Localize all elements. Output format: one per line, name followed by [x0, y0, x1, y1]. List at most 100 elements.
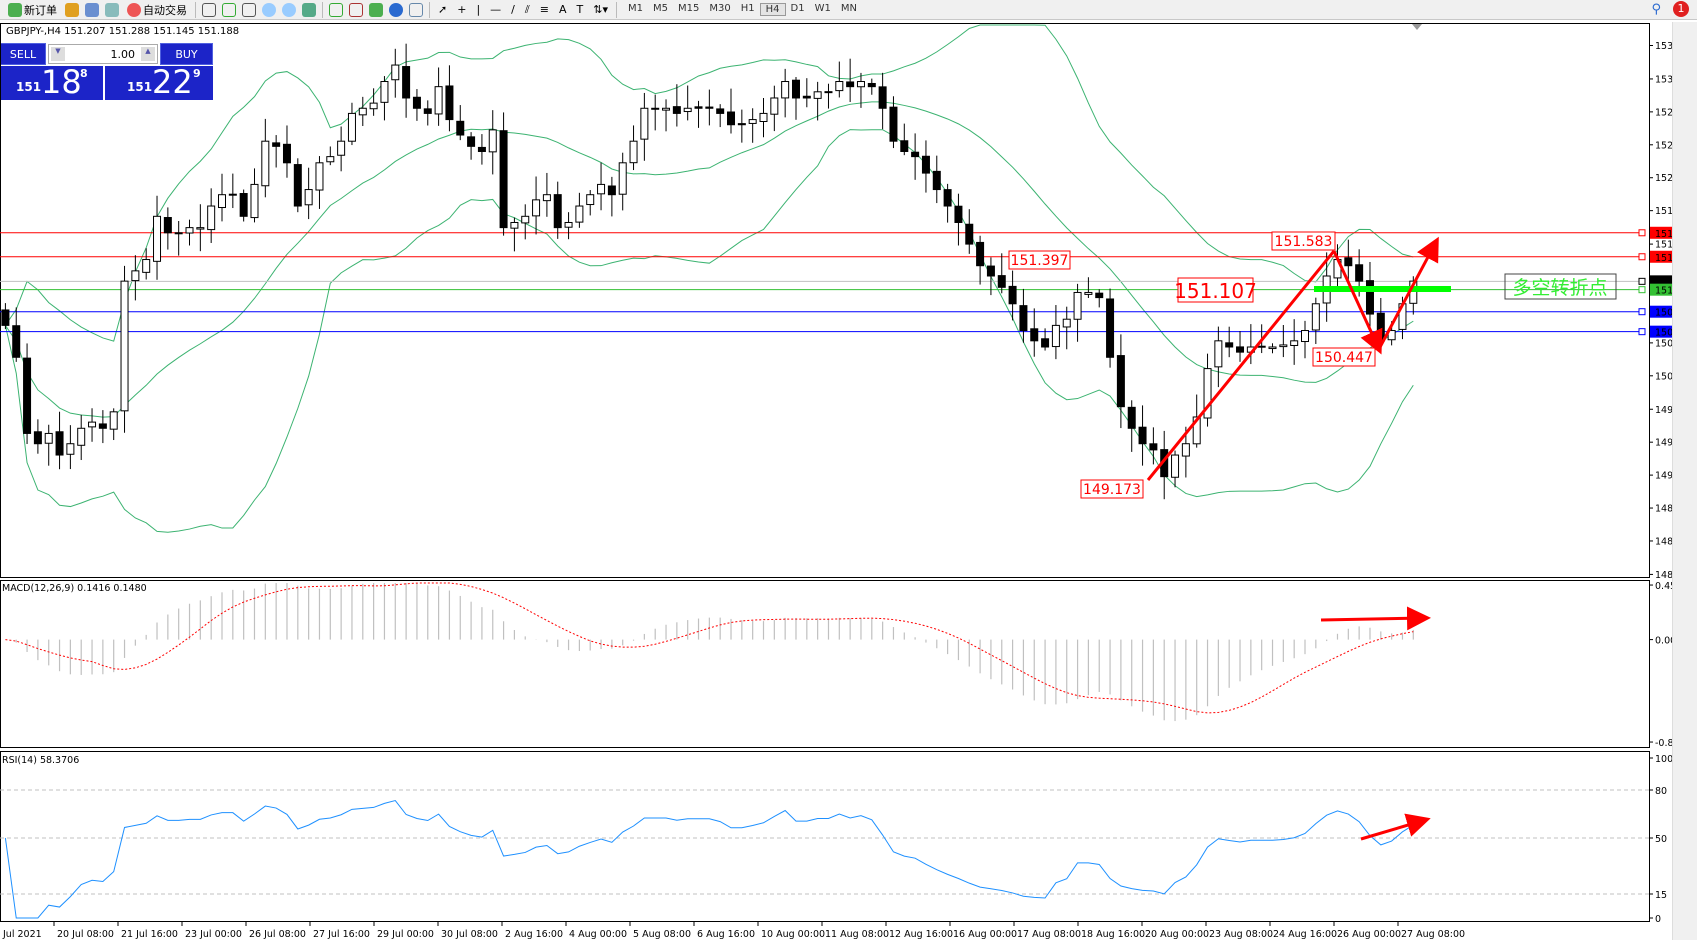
arrows-icon[interactable]: ⇅▾ — [593, 3, 609, 16]
chart-shift-icon[interactable] — [349, 2, 363, 17]
candle-body — [304, 189, 313, 206]
crosshair-icon[interactable]: + — [457, 3, 467, 16]
candle-body — [737, 123, 746, 126]
candle — [98, 410, 107, 444]
candle — [662, 99, 671, 132]
candle — [1279, 324, 1288, 358]
candlestick-icon[interactable] — [222, 2, 236, 17]
line-handle[interactable] — [1638, 308, 1646, 316]
line-handle[interactable] — [1638, 229, 1646, 237]
buy-button[interactable]: BUY — [160, 43, 213, 65]
search-icon[interactable]: ⚲ — [1651, 1, 1661, 17]
timeframe-w1[interactable]: W1 — [814, 3, 831, 14]
timeframe-h1[interactable]: H1 — [740, 3, 755, 14]
trendline-icon[interactable]: / — [511, 3, 515, 16]
trend-arrow-up-2[interactable] — [1377, 236, 1439, 350]
candle — [597, 162, 606, 211]
timeframe-mn[interactable]: MN — [840, 3, 857, 14]
trend-arrow-down[interactable] — [1332, 250, 1383, 355]
horizontal-line-icon[interactable]: — — [490, 3, 502, 16]
candle — [575, 192, 584, 228]
auto-scroll-icon[interactable] — [329, 2, 343, 17]
line-chart-icon[interactable] — [242, 2, 256, 17]
sell-button[interactable]: SELL — [0, 43, 46, 65]
sell-price[interactable]: 151 18 8 — [0, 63, 103, 101]
signals-icon[interactable] — [105, 2, 119, 17]
candle-body — [261, 140, 270, 187]
candle-body — [553, 194, 562, 229]
candle-body — [66, 443, 75, 455]
price-annotation-box[interactable] — [1271, 231, 1336, 251]
line-handle[interactable] — [1638, 253, 1646, 261]
candle-body — [1051, 324, 1060, 348]
text-icon[interactable]: A — [559, 3, 567, 16]
cursor-icon[interactable]: ➚ — [438, 3, 448, 16]
rsi-axis-label: 0 — [1655, 914, 1661, 925]
price-annotation-label: 150.447 — [1315, 350, 1373, 366]
tile-windows-icon[interactable] — [302, 2, 316, 17]
candle — [1268, 343, 1277, 354]
candle-body — [1041, 338, 1050, 348]
candle-body — [510, 221, 519, 229]
candle — [683, 85, 692, 121]
timeframe-m1[interactable]: M1 — [628, 3, 644, 14]
candle-body — [932, 170, 941, 191]
bar-chart-icon[interactable] — [202, 2, 216, 17]
rsi-arrow[interactable] — [1360, 813, 1431, 841]
timeframe-m15[interactable]: M15 — [678, 3, 700, 14]
lot-value[interactable]: 1.00 — [110, 48, 136, 61]
templates-icon[interactable] — [409, 2, 423, 17]
candle-body — [207, 205, 216, 231]
navigator-icon[interactable] — [85, 2, 99, 17]
auto-trading-button[interactable]: 自动交易 — [125, 1, 189, 19]
periods-icon[interactable] — [389, 2, 403, 17]
pivot-text-box[interactable] — [1504, 273, 1617, 300]
candle — [1344, 239, 1353, 281]
time-axis-label: 24 Aug 16:00 — [1273, 929, 1337, 940]
equidistant-channel-icon[interactable]: ⫽ — [524, 2, 530, 16]
candle-body — [402, 66, 411, 99]
text-label-icon[interactable]: T — [576, 3, 584, 16]
candle — [770, 85, 779, 132]
notification-badge[interactable]: 1 — [1673, 1, 1689, 17]
candle-body — [1311, 303, 1320, 331]
fibonacci-icon[interactable]: ≡ — [539, 3, 549, 16]
buy-price[interactable]: 151 22 9 — [105, 63, 213, 101]
price-annotation-box[interactable] — [1080, 479, 1144, 499]
candle — [781, 68, 790, 118]
candle — [1, 303, 10, 330]
timeframe-h4[interactable]: H4 — [759, 3, 786, 16]
candle — [889, 96, 898, 149]
candle — [358, 96, 367, 127]
pivot-level-bar[interactable] — [1314, 286, 1451, 292]
candle-body — [1203, 368, 1212, 419]
timeframe-m5[interactable]: M5 — [653, 3, 669, 14]
rsi-axis-label: 80 — [1655, 786, 1667, 797]
price-annotation-box[interactable] — [1177, 277, 1254, 303]
zoom-in-icon[interactable] — [262, 2, 276, 17]
new-order-button[interactable]: 新订单 — [6, 1, 59, 19]
line-handle[interactable] — [1638, 286, 1646, 294]
timeframe-m30[interactable]: M30 — [709, 3, 731, 14]
line-handle[interactable] — [1638, 277, 1646, 285]
price-annotation-box[interactable] — [1008, 250, 1071, 270]
lot-increase-icon[interactable]: ▲ — [141, 47, 155, 61]
lot-decrease-icon[interactable]: ▼ — [51, 47, 65, 61]
indicators-icon[interactable] — [369, 2, 383, 17]
price-annotation-box[interactable] — [1312, 347, 1376, 367]
chart-shift-marker-icon[interactable] — [1412, 24, 1422, 30]
candle-body — [867, 82, 876, 88]
candle — [737, 109, 746, 143]
macd-arrow[interactable] — [1320, 606, 1431, 631]
timeframe-d1[interactable]: D1 — [790, 3, 805, 14]
candle — [207, 188, 216, 243]
zoom-out-icon[interactable] — [282, 2, 296, 17]
trend-arrow-up[interactable] — [1146, 250, 1336, 481]
market-watch-icon[interactable] — [65, 2, 79, 17]
line-handle[interactable] — [1638, 328, 1646, 336]
lot-size-input[interactable]: ▼ 1.00 ▲ — [48, 44, 158, 64]
vertical-line-icon[interactable]: | — [476, 3, 481, 16]
candle-body — [1290, 340, 1299, 346]
bollinger-lower-band — [4, 129, 1414, 533]
